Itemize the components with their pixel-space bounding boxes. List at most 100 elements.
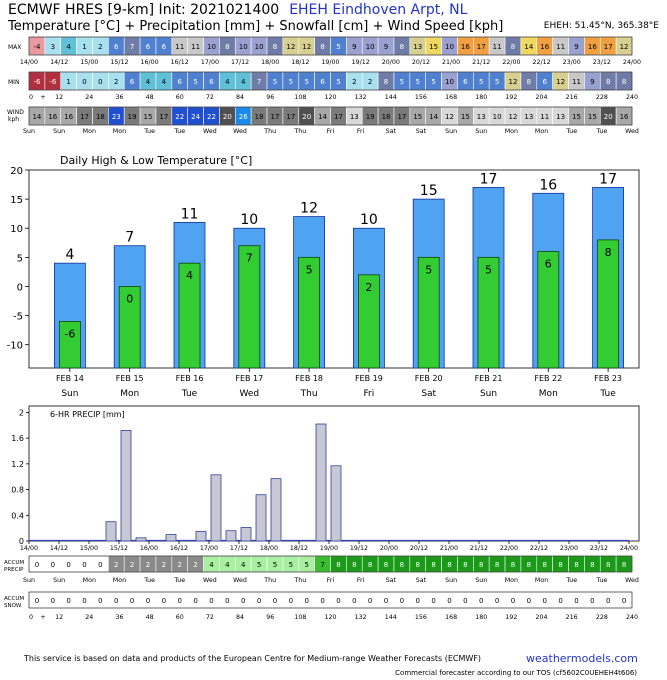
hour-tick: 228 xyxy=(596,94,608,101)
precip-xtick-label: 20/00 xyxy=(380,545,398,552)
min-temp-value: 0 xyxy=(82,78,86,86)
weekday-tick: Fri xyxy=(327,577,335,584)
wind-speed-value: 19 xyxy=(366,113,375,121)
accum-snow-value: 0 xyxy=(114,597,118,605)
max-temp-value: 8 xyxy=(320,43,324,51)
temp-low-label: -6 xyxy=(64,327,75,340)
temp-low-bar xyxy=(597,239,619,369)
weekday-tick: Mon xyxy=(83,128,96,135)
accum-precip-value: 8 xyxy=(527,561,531,569)
hour-tick: 192 xyxy=(505,94,517,101)
min-temp-value: 8 xyxy=(622,78,626,86)
date-tick: 19/12 xyxy=(352,59,370,66)
wind-speed-frame xyxy=(28,106,633,126)
weekday-tick: Mon xyxy=(535,577,548,584)
wind-speed-value: 23 xyxy=(112,113,121,121)
precip-xtick-label: 17/00 xyxy=(200,545,218,552)
hour-tick: 24 xyxy=(85,614,93,621)
accum-precip-value: 2 xyxy=(162,561,166,569)
temp-high-label: 15 xyxy=(420,183,438,199)
weekday-tick: Mon xyxy=(83,577,96,584)
hour-tick: 12 xyxy=(55,614,63,621)
accum-precip-label: ACCUM xyxy=(4,560,24,566)
forecast-strips: MAX -4 3 4 1 2 6 7 6 6 11 11 10 8 10 10 8 12 12 8 5 9 10 9 8 13 15… xyxy=(4,36,641,621)
temp-high-label: 10 xyxy=(240,212,258,228)
temp-high-label: 4 xyxy=(65,247,74,263)
weekday-tick: Thu xyxy=(263,128,276,135)
accum-precip-value: 5 xyxy=(289,561,293,569)
accum-snow-value: 0 xyxy=(606,597,610,605)
date-tick: 18/00 xyxy=(261,59,279,66)
min-temp-value: 7 xyxy=(257,78,261,86)
accum-precip-value: 8 xyxy=(574,561,578,569)
temp-low-label: 5 xyxy=(485,263,492,276)
accum-precip-value: 8 xyxy=(542,561,546,569)
min-temp-value: 4 xyxy=(241,78,246,86)
temp-weekday-label: Fri xyxy=(364,389,375,399)
accum-precip-value: 8 xyxy=(352,561,356,569)
accum-snow-value: 0 xyxy=(82,597,86,605)
wind-speed-value: 13 xyxy=(556,113,565,121)
temp-weekday-label: Mon xyxy=(120,389,139,399)
temp-date-label: FEB 18 xyxy=(295,374,323,383)
accum-snow-value: 0 xyxy=(527,597,531,605)
max-temp-label: MAX xyxy=(8,44,21,51)
precip-xtick-label: 18/12 xyxy=(290,545,308,552)
min-temp-value: 5 xyxy=(479,78,483,86)
wind-speed-value: 15 xyxy=(413,113,422,121)
accum-snow-value: 0 xyxy=(146,597,150,605)
hour-tick: 240 xyxy=(626,614,638,621)
min-temp-value: 5 xyxy=(431,78,435,86)
max-temp-value: 17 xyxy=(604,43,613,51)
brand-link[interactable]: weathermodels.com xyxy=(526,652,638,665)
accum-precip-value: 8 xyxy=(463,561,467,569)
accum-precip-value: 8 xyxy=(336,561,340,569)
temp-weekday-label: Wed xyxy=(239,389,259,399)
accum-precip-value: 8 xyxy=(590,561,594,569)
temp-date-label: FEB 21 xyxy=(475,374,503,383)
min-temp-value: 5 xyxy=(495,78,499,86)
temp-low-label: 4 xyxy=(186,269,193,282)
min-temp-value: 6 xyxy=(463,78,468,86)
hour-tick: 72 xyxy=(206,614,214,621)
accum-snow-value: 0 xyxy=(336,597,340,605)
date-tick: 17/00 xyxy=(201,59,219,66)
temp-low-label: 7 xyxy=(246,252,253,265)
max-temp-value: 7 xyxy=(130,43,134,51)
max-temp-value: 13 xyxy=(413,43,422,51)
accum-precip-frame xyxy=(28,555,633,573)
hour-tick: 84 xyxy=(236,94,244,101)
temp-date-label: FEB 17 xyxy=(235,374,263,383)
precip-xtick-label: 19/00 xyxy=(320,545,338,552)
precip-bar xyxy=(270,478,282,542)
precip-xtick-label: 20/12 xyxy=(410,545,428,552)
accum-precip-value: 0 xyxy=(82,561,86,569)
accum-snow-frame xyxy=(28,591,633,609)
hour-tick: 36 xyxy=(115,94,123,101)
weekday-tick: Tue xyxy=(595,577,607,584)
accum-snow-value: 0 xyxy=(558,597,562,605)
temp-weekday-label: Sat xyxy=(421,389,436,399)
temp-high-label: 11 xyxy=(181,206,199,222)
wind-speed-value: 22 xyxy=(175,113,184,121)
weekday-tick: Sun xyxy=(53,577,65,584)
temp-plot-frame xyxy=(28,169,640,369)
max-temp-value: 8 xyxy=(273,43,277,51)
wind-speed-value: 17 xyxy=(397,113,406,121)
accum-snow-value: 0 xyxy=(98,597,102,605)
wind-speed-value: 13 xyxy=(477,113,486,121)
wind-speed-value: 22 xyxy=(207,113,216,121)
weekday-tick: Sat xyxy=(416,128,427,135)
accum-precip-value: 8 xyxy=(495,561,499,569)
max-temp-value: 10 xyxy=(239,43,248,51)
min-temp-value: 6 xyxy=(542,78,547,86)
weekday-tick: Fri xyxy=(327,128,335,135)
accum-snow-value: 0 xyxy=(225,597,229,605)
hour-tick: 72 xyxy=(206,94,214,101)
date-tick: 24/00 xyxy=(623,59,641,66)
weekday-tick: Wed xyxy=(625,577,639,584)
hour-tick: 132 xyxy=(355,94,367,101)
accum-snow-value: 0 xyxy=(178,597,182,605)
temp-ytick-label: 10 xyxy=(10,224,23,235)
weekday-tick: Tue xyxy=(143,128,155,135)
